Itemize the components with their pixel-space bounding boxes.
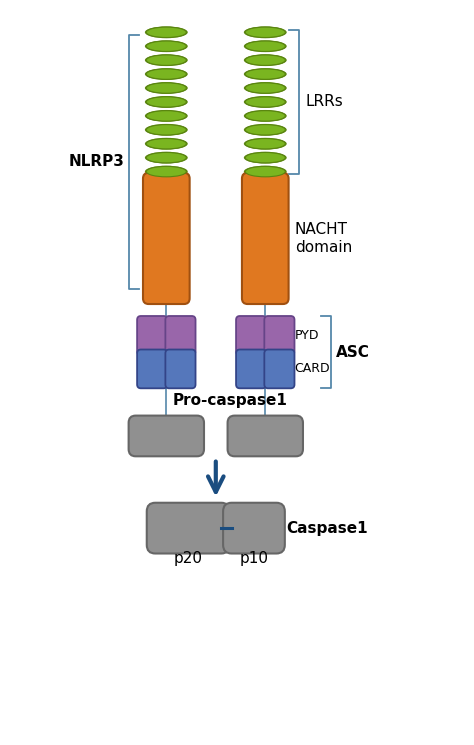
Ellipse shape: [145, 26, 188, 38]
FancyBboxPatch shape: [165, 349, 196, 388]
Text: CARD: CARD: [294, 362, 330, 375]
Ellipse shape: [146, 124, 186, 135]
Ellipse shape: [244, 26, 287, 38]
Ellipse shape: [245, 97, 285, 107]
Ellipse shape: [244, 124, 287, 136]
Ellipse shape: [145, 152, 188, 164]
Ellipse shape: [146, 41, 186, 51]
FancyBboxPatch shape: [137, 349, 167, 388]
Ellipse shape: [244, 68, 287, 80]
FancyBboxPatch shape: [137, 316, 167, 355]
Text: Caspase1: Caspase1: [286, 521, 367, 536]
FancyBboxPatch shape: [242, 173, 289, 304]
Ellipse shape: [146, 166, 186, 177]
Ellipse shape: [145, 82, 188, 94]
Ellipse shape: [245, 153, 285, 163]
Ellipse shape: [244, 165, 287, 177]
FancyBboxPatch shape: [223, 503, 285, 554]
Ellipse shape: [244, 40, 287, 52]
Ellipse shape: [146, 55, 186, 66]
FancyBboxPatch shape: [264, 349, 294, 388]
Ellipse shape: [146, 111, 186, 121]
Ellipse shape: [145, 40, 188, 52]
Ellipse shape: [145, 124, 188, 136]
Text: p20: p20: [174, 551, 203, 565]
Text: p10: p10: [239, 551, 268, 565]
Ellipse shape: [245, 55, 285, 66]
Ellipse shape: [244, 110, 287, 121]
Ellipse shape: [145, 110, 188, 121]
FancyBboxPatch shape: [143, 173, 190, 304]
Ellipse shape: [146, 27, 186, 37]
Text: PYD: PYD: [294, 329, 319, 342]
Ellipse shape: [245, 83, 285, 93]
Text: LRRs: LRRs: [305, 95, 343, 110]
Ellipse shape: [146, 153, 186, 163]
FancyBboxPatch shape: [147, 503, 230, 554]
Text: NLRP3: NLRP3: [68, 154, 124, 169]
Ellipse shape: [145, 165, 188, 177]
Ellipse shape: [245, 166, 285, 177]
Ellipse shape: [245, 139, 285, 149]
Ellipse shape: [245, 69, 285, 79]
Ellipse shape: [145, 138, 188, 150]
Ellipse shape: [244, 82, 287, 94]
FancyBboxPatch shape: [228, 416, 303, 456]
Text: ASC: ASC: [336, 345, 369, 360]
Ellipse shape: [244, 96, 287, 108]
FancyBboxPatch shape: [236, 349, 266, 388]
FancyBboxPatch shape: [264, 316, 294, 355]
Ellipse shape: [145, 54, 188, 66]
Ellipse shape: [146, 139, 186, 149]
Ellipse shape: [146, 97, 186, 107]
FancyBboxPatch shape: [165, 316, 196, 355]
Ellipse shape: [245, 27, 285, 37]
Ellipse shape: [146, 69, 186, 79]
Ellipse shape: [245, 124, 285, 135]
Ellipse shape: [145, 96, 188, 108]
Text: Pro-caspase1: Pro-caspase1: [173, 393, 287, 408]
FancyBboxPatch shape: [128, 416, 204, 456]
Ellipse shape: [244, 138, 287, 150]
Text: NACHT
domain: NACHT domain: [295, 222, 352, 255]
Ellipse shape: [245, 111, 285, 121]
Ellipse shape: [245, 41, 285, 51]
Ellipse shape: [145, 68, 188, 80]
Ellipse shape: [244, 152, 287, 164]
Ellipse shape: [146, 83, 186, 93]
FancyBboxPatch shape: [236, 316, 266, 355]
Ellipse shape: [244, 54, 287, 66]
